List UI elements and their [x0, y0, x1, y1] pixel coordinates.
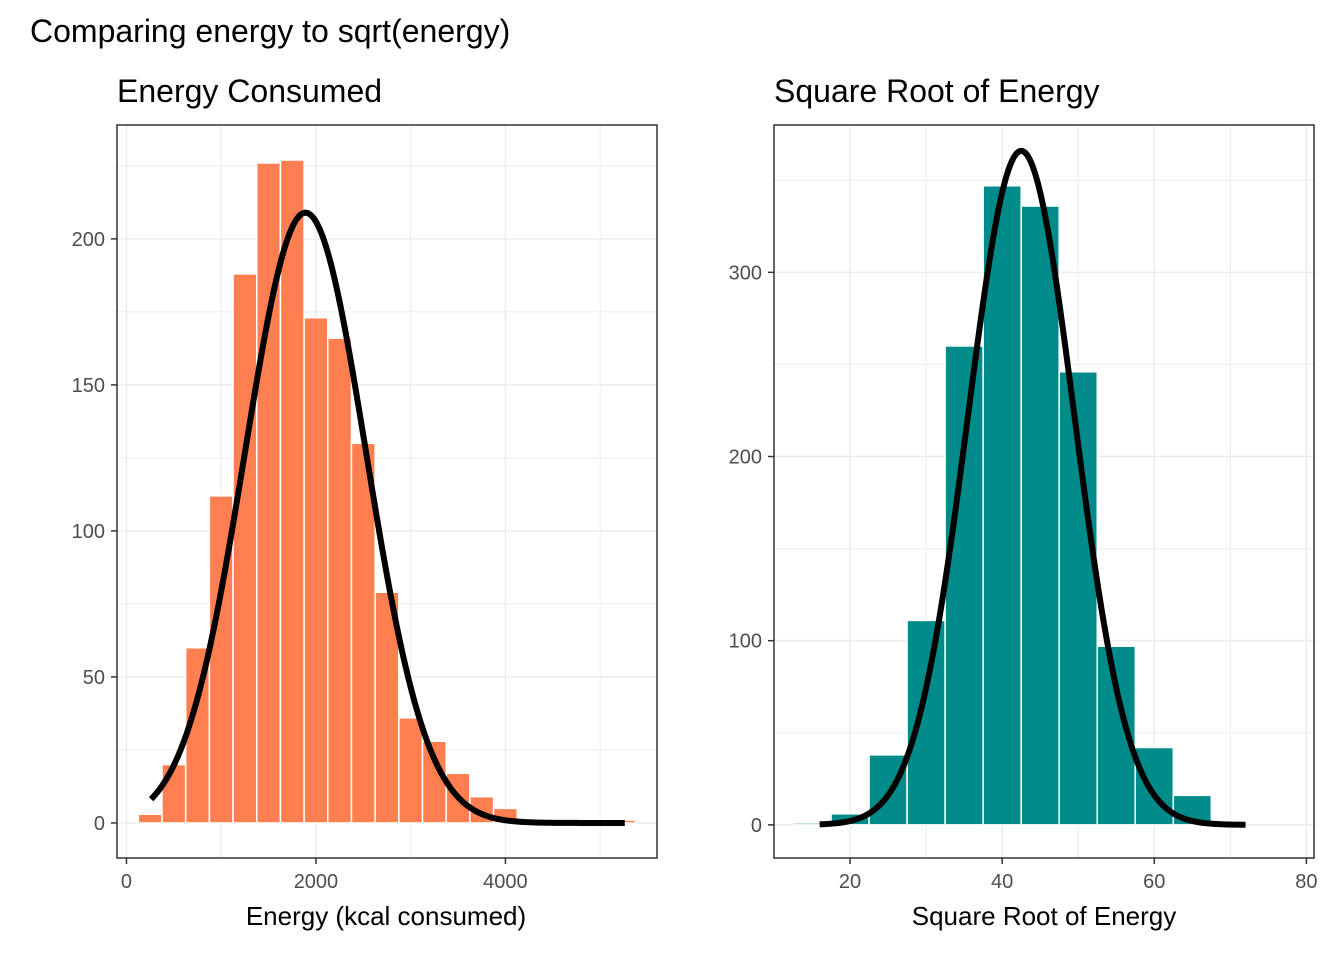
right-x-tick-label: 40 — [991, 871, 1013, 893]
left-panel-border — [116, 124, 658, 859]
left-normal-curve — [148, 209, 625, 826]
left-histogram-bar — [374, 591, 400, 824]
left-histogram-bar — [398, 717, 424, 824]
right-histogram-bar — [944, 345, 984, 826]
left-x-tick-label: 4000 — [483, 871, 528, 893]
right-panel: 20 40 60 80 0 100 200 300 — [729, 124, 1318, 893]
left-histogram-bar — [161, 763, 187, 824]
right-histogram-bar — [1134, 746, 1175, 826]
right-y-tick-label: 100 — [729, 631, 762, 653]
left-histogram-bar — [137, 813, 163, 824]
left-y-tick-label: 100 — [72, 521, 105, 543]
right-histogram-bar — [982, 185, 1022, 826]
right-x-axis-label: Square Root of Energy — [912, 901, 1177, 931]
left-x-tick-label: 2000 — [294, 871, 339, 893]
right-x-tick-label: 80 — [1295, 871, 1317, 893]
left-histogram-bar — [303, 316, 329, 824]
left-y-tick-label: 0 — [94, 813, 105, 835]
left-y-tick-label: 150 — [72, 375, 105, 397]
left-x-axis-label: Energy (kcal consumed) — [246, 901, 526, 931]
right-x-tick-label: 20 — [839, 871, 861, 893]
left-y-tick-label: 200 — [72, 229, 105, 251]
left-histogram-bar — [255, 162, 282, 824]
right-panel-border — [773, 124, 1315, 859]
left-panel-title: Energy Consumed — [117, 73, 382, 109]
right-normal-curve — [819, 147, 1246, 828]
right-y-tick-label: 300 — [729, 262, 762, 284]
left-histogram-bar — [232, 273, 258, 824]
figure-title: Comparing energy to sqrt(energy) — [30, 13, 510, 49]
left-panel: 0 2000 4000 0 50 100 150 200 — [72, 124, 658, 893]
right-panel-title: Square Root of Energy — [774, 73, 1100, 109]
left-histogram-bar — [327, 337, 353, 824]
right-histogram-bar — [906, 619, 946, 826]
right-y-tick-label: 200 — [729, 447, 762, 469]
left-y-tick-label: 50 — [83, 667, 105, 689]
left-x-tick-label: 0 — [121, 871, 132, 893]
right-histogram-bar — [1020, 205, 1060, 826]
right-x-tick-label: 60 — [1143, 871, 1165, 893]
right-y-tick-label: 0 — [751, 815, 762, 837]
